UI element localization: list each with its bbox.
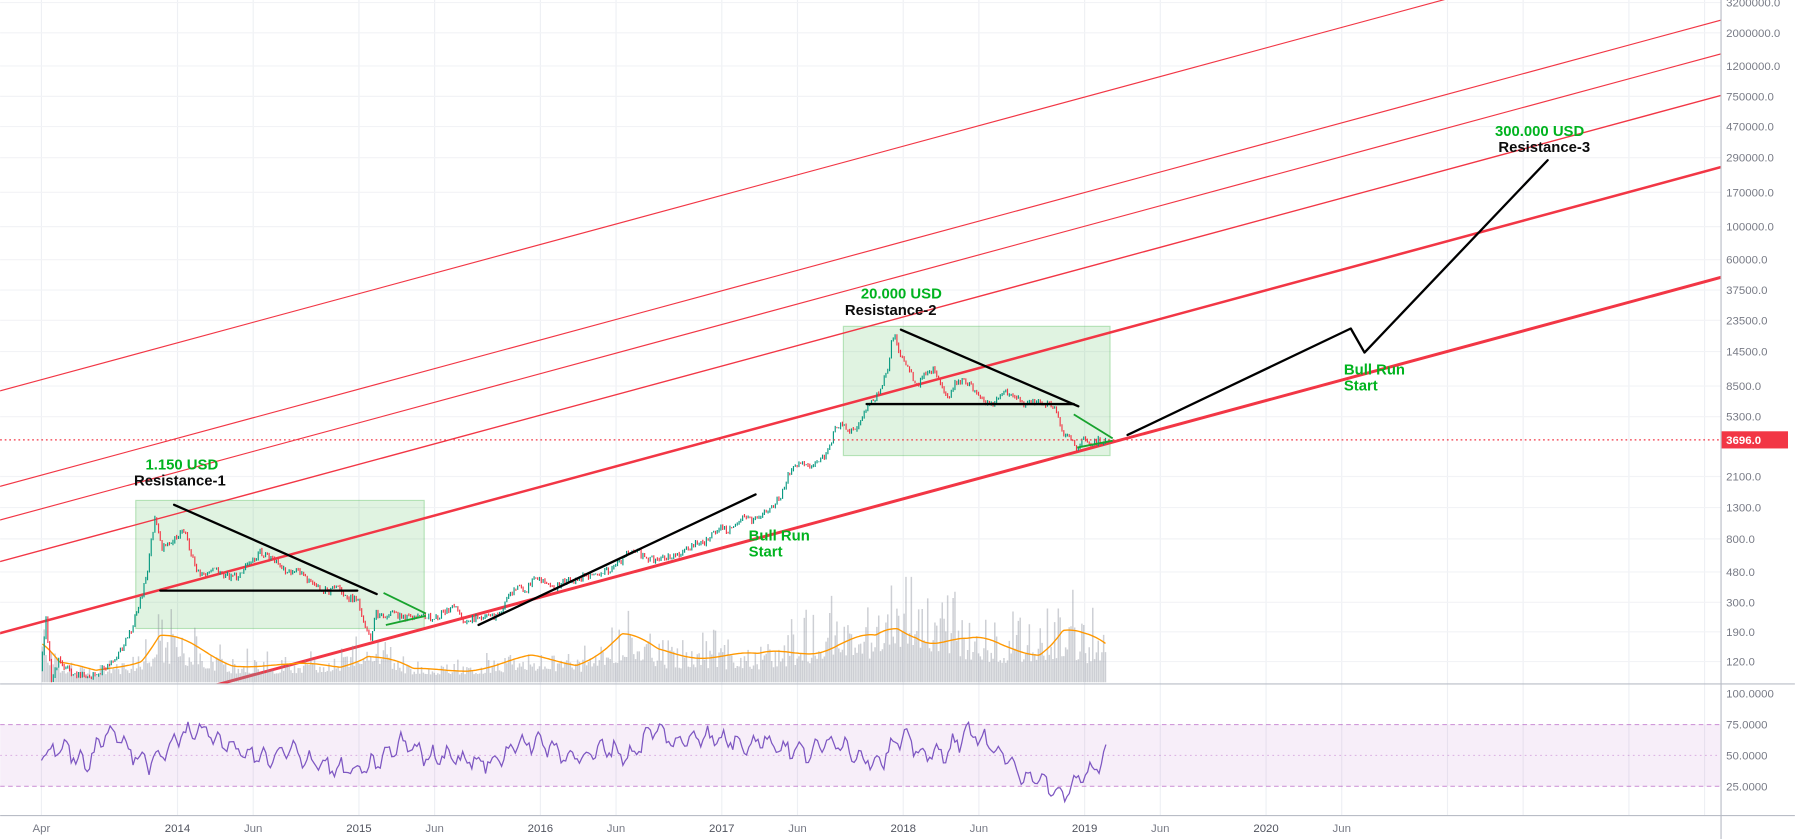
annotation-label[interactable]: 300.000 USD	[1495, 124, 1584, 140]
annotation-label[interactable]: Resistance-1	[134, 473, 226, 489]
trend-line[interactable]	[172, 503, 378, 596]
channel-lines	[0, 0, 1728, 749]
price-axis-label: 23500.0	[1726, 315, 1767, 327]
price-axis-label: 14500.0	[1726, 347, 1767, 359]
trend-line[interactable]	[899, 328, 1080, 408]
volume-ma-line	[41, 628, 1106, 672]
indicator-axis-label: 50.0000	[1726, 750, 1767, 762]
trend-lines	[159, 159, 1549, 627]
annotation-label[interactable]: Resistance-2	[845, 303, 937, 319]
price-axis-label: 300.0	[1726, 597, 1755, 609]
price-axis-label: 190.0	[1726, 627, 1755, 639]
price-axis-label: 290000.0	[1726, 153, 1774, 165]
time-axis-label: 2019	[1072, 823, 1097, 835]
price-axis-label: 120.0	[1726, 657, 1755, 669]
time-axis-label: Apr	[33, 823, 51, 835]
annotation-label[interactable]: 20.000 USD	[861, 287, 942, 303]
time-axis-label: 2020	[1253, 823, 1278, 835]
price-plot	[41, 334, 1107, 683]
pennant-line[interactable]	[1073, 413, 1114, 440]
time-axis[interactable]: Apr 2014 Jun 2015 Jun 2016 Jun 2017 Jun 2018 Jun 20…	[33, 823, 1351, 835]
price-axis-label: 8500.0	[1726, 381, 1761, 393]
time-axis-label: Jun	[1151, 823, 1169, 835]
price-axis-label: 5300.0	[1726, 412, 1761, 424]
current-price-badge	[1721, 431, 1789, 449]
time-axis-label: Jun	[425, 823, 443, 835]
price-axis-label: 470000.0	[1726, 122, 1774, 134]
time-axis-label: 2014	[165, 823, 191, 835]
price-axis-label: 170000.0	[1726, 187, 1774, 199]
indicator-line	[40, 720, 1107, 804]
channel-line[interactable]	[0, 93, 1728, 567]
indicator-band	[0, 724, 1721, 787]
channel-line[interactable]	[0, 18, 1728, 492]
price-axis-label: 1200000.0	[1726, 61, 1780, 73]
price-axis-label: 750000.0	[1726, 91, 1774, 103]
pennant-line[interactable]	[385, 614, 427, 626]
trend-line[interactable]	[477, 493, 757, 627]
pennant-line[interactable]	[383, 592, 427, 615]
time-axis-label: 2017	[709, 823, 734, 835]
time-axis-label: Jun	[970, 823, 988, 835]
price-axis-label: 480.0	[1726, 567, 1755, 579]
current-price-badge-label: 3696.0	[1726, 435, 1761, 447]
channel-line[interactable]	[0, 275, 1728, 749]
candles-down	[47, 334, 1101, 683]
annotation-label[interactable]: Start	[1344, 378, 1378, 394]
annotation-label[interactable]: Bull Run	[1344, 362, 1405, 378]
time-axis-label: 2015	[346, 823, 371, 835]
price-axis-label: 37500.0	[1726, 285, 1767, 297]
indicator-axis-label: 75.0000	[1726, 720, 1767, 732]
annotation-label[interactable]: 1.150 USD	[145, 457, 218, 473]
channel-line[interactable]	[0, 0, 1728, 397]
annotation-label[interactable]: Start	[749, 544, 783, 560]
channel-line[interactable]	[0, 52, 1728, 526]
trend-line[interactable]	[1126, 159, 1549, 437]
time-axis-label: Jun	[788, 823, 806, 835]
time-axis-label: 2018	[890, 823, 915, 835]
indicator-axis-label: 25.0000	[1726, 781, 1767, 793]
price-axis-label: 60000.0	[1726, 255, 1767, 267]
price-axis-label: 3200000.0	[1726, 0, 1780, 10]
price-axis-label: 800.0	[1726, 534, 1755, 546]
time-axis-label: Jun	[1332, 823, 1350, 835]
time-axis-label: Jun	[607, 823, 625, 835]
annotation-label[interactable]: Resistance-3	[1498, 140, 1590, 156]
price-axis-label: 2000000.0	[1726, 28, 1780, 40]
indicator-axis-label: 100.0000	[1726, 689, 1774, 701]
time-axis-label: 2016	[528, 823, 553, 835]
annotation-label[interactable]: Bull Run	[749, 528, 810, 544]
pennant-line[interactable]	[1077, 439, 1113, 449]
price-axis[interactable]: 3200000.0 2000000.0 1200000.0 750000.0 47000…	[1721, 0, 1789, 793]
price-axis-label: 1300.0	[1726, 503, 1761, 515]
indicator-pane	[0, 720, 1721, 804]
pennant-drawings	[383, 413, 1114, 626]
price-axis-label: 100000.0	[1726, 222, 1774, 234]
time-axis-label: Jun	[244, 823, 262, 835]
price-axis-label: 2100.0	[1726, 472, 1761, 484]
